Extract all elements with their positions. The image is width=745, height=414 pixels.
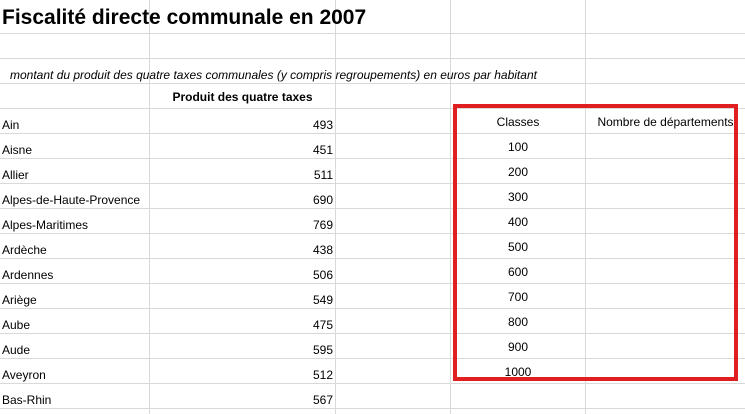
cell-value[interactable]: 475 (312, 318, 333, 332)
cell-value[interactable]: 769 (312, 218, 333, 232)
cell-value[interactable]: 511 (313, 168, 333, 182)
sheet-title[interactable]: Fiscalité directe communale en 2007 (2, 6, 367, 29)
cell-department[interactable]: Ariège (2, 293, 37, 307)
grid-line (0, 158, 745, 159)
cell-value[interactable]: 690 (312, 193, 333, 207)
cell-department[interactable]: Aube (2, 318, 31, 332)
class-value[interactable]: 100 (507, 140, 529, 154)
class-value[interactable]: 400 (507, 215, 529, 229)
cell-department[interactable]: Aveyron (2, 368, 46, 382)
cell-value[interactable]: 595 (312, 343, 333, 357)
cell-department[interactable]: Bas-Rhin (2, 393, 52, 407)
grid-line (0, 58, 745, 59)
grid-line (149, 0, 150, 414)
cell-department[interactable]: Ain (2, 118, 20, 132)
cell-value[interactable]: 506 (312, 268, 333, 282)
grid-line (0, 83, 745, 84)
grid-line (450, 0, 451, 414)
grid-line (0, 358, 745, 359)
grid-line (0, 383, 745, 384)
class-value[interactable]: 500 (507, 240, 529, 254)
class-value[interactable]: 300 (507, 190, 529, 204)
grid-line (0, 408, 745, 409)
grid-line (0, 233, 745, 234)
cell-department[interactable]: Aisne (2, 143, 33, 157)
sheet-subtitle[interactable]: montant du produit des quatre taxes comm… (10, 68, 537, 82)
grid-line (0, 183, 745, 184)
cell-department[interactable]: Ardennes (2, 268, 54, 282)
class-value[interactable]: 600 (507, 265, 529, 279)
cell-department[interactable]: Aude (2, 343, 31, 357)
grid-line (335, 0, 336, 414)
cell-department[interactable]: Alpes-Maritimes (2, 218, 89, 232)
column-header-produit[interactable]: Produit des quatre taxes (172, 90, 313, 104)
grid-line (0, 283, 745, 284)
classes-header[interactable]: Classes (496, 115, 540, 129)
cell-value[interactable]: 493 (312, 118, 333, 132)
class-value[interactable]: 900 (507, 340, 529, 354)
grid-line (0, 208, 745, 209)
cell-department[interactable]: Alpes-de-Haute-Provence (2, 193, 141, 207)
grid-line (0, 258, 745, 259)
cell-value[interactable]: 438 (312, 243, 333, 257)
grid-line (0, 308, 745, 309)
class-value[interactable]: 700 (507, 290, 529, 304)
cell-value[interactable]: 451 (312, 143, 333, 157)
class-value[interactable]: 1000 (504, 365, 532, 379)
grid-line (0, 133, 745, 134)
class-value[interactable]: 800 (507, 315, 529, 329)
count-header[interactable]: Nombre de départements (597, 115, 734, 129)
cell-department[interactable]: Allier (2, 168, 29, 182)
grid-line (0, 333, 745, 334)
class-value[interactable]: 200 (507, 165, 529, 179)
cell-value[interactable]: 567 (312, 393, 333, 407)
grid-line (0, 108, 745, 109)
cell-department[interactable]: Ardèche (2, 243, 47, 257)
grid-line (0, 33, 745, 34)
cell-value[interactable]: 549 (312, 293, 333, 307)
cell-value[interactable]: 512 (312, 368, 333, 382)
grid-line (585, 0, 586, 414)
highlight-frame (453, 104, 738, 381)
